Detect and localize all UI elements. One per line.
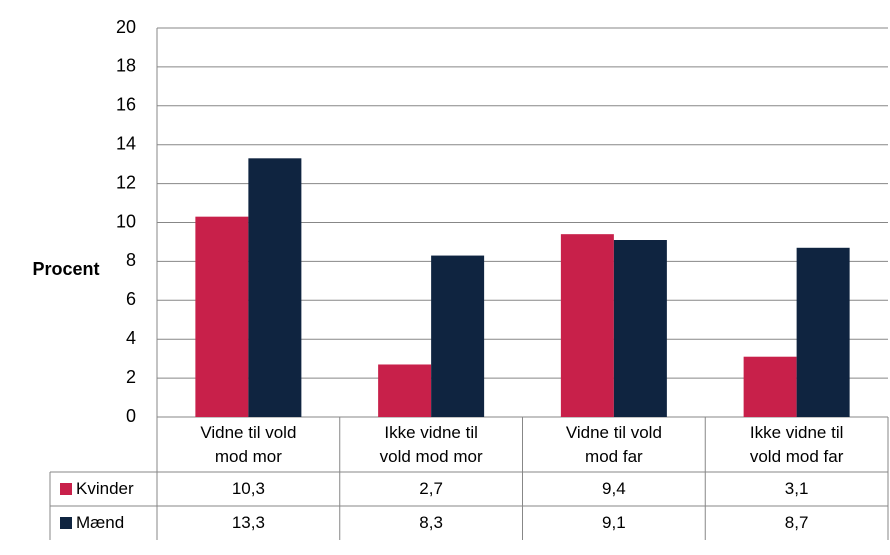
y-tick-label: 2 bbox=[126, 367, 136, 387]
table-value: 10,3 bbox=[231, 479, 265, 498]
table-value: 2,7 bbox=[419, 479, 443, 498]
bar bbox=[378, 364, 432, 417]
bar bbox=[431, 255, 485, 417]
legend-key bbox=[60, 517, 72, 529]
table-value: 8,7 bbox=[784, 513, 809, 532]
y-tick-label: 8 bbox=[126, 250, 136, 270]
bar bbox=[248, 158, 302, 417]
table-value: 3,1 bbox=[784, 479, 809, 498]
legend-label: Mænd bbox=[76, 513, 125, 532]
bar bbox=[743, 356, 797, 417]
legend-key bbox=[60, 483, 72, 495]
bar bbox=[560, 234, 614, 417]
legend-label: Kvinder bbox=[76, 479, 134, 498]
y-tick-label: 4 bbox=[126, 328, 136, 348]
category-label: Ikke vidne til vold mod mor bbox=[379, 422, 483, 466]
category-label: Vidne til vold mod far bbox=[565, 422, 662, 466]
y-tick-label: 20 bbox=[116, 17, 136, 37]
y-tick-label: 18 bbox=[116, 56, 136, 76]
category-label: Vidne til vold mod mor bbox=[200, 422, 297, 466]
table-value: 8,3 bbox=[419, 513, 443, 532]
category-label: Ikke vidne til vold mod far bbox=[749, 422, 844, 466]
table-value: 9,1 bbox=[602, 513, 626, 532]
y-tick-label: 10 bbox=[116, 211, 136, 231]
bar bbox=[195, 216, 249, 417]
table-value: 9,4 bbox=[602, 479, 626, 498]
bar bbox=[613, 240, 667, 417]
y-tick-label: 14 bbox=[116, 133, 136, 153]
y-tick-label: 6 bbox=[126, 289, 136, 309]
y-tick-label: 16 bbox=[116, 95, 136, 115]
y-tick-label: 12 bbox=[116, 172, 136, 192]
table-value: 13,3 bbox=[231, 513, 265, 532]
y-tick-label: 0 bbox=[126, 406, 136, 426]
bar bbox=[796, 247, 850, 417]
y-axis-label: Procent bbox=[32, 259, 99, 279]
